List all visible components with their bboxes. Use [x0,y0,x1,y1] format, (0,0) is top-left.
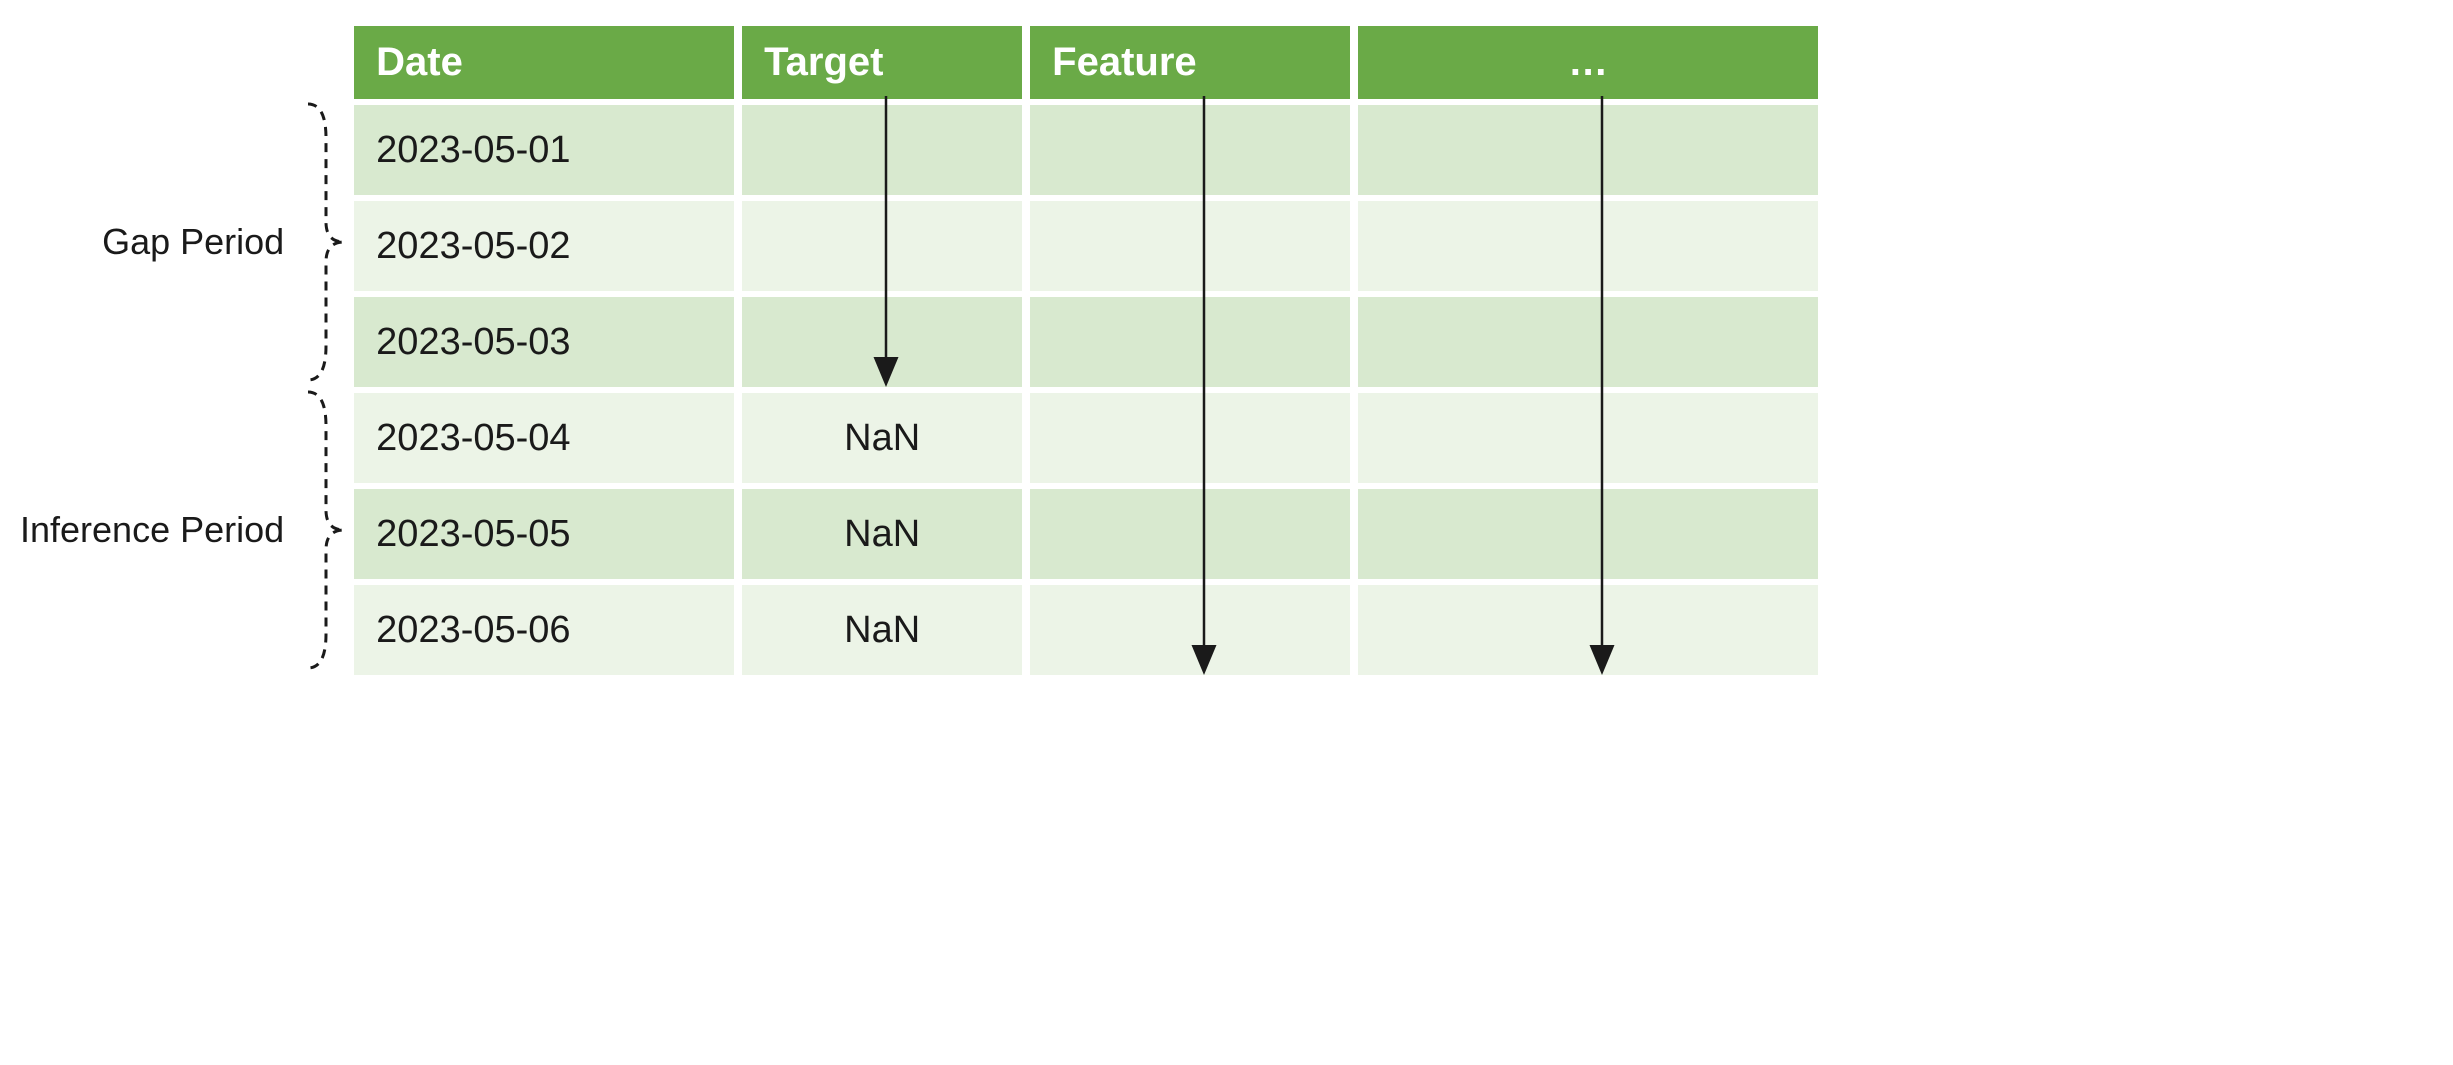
period-labels: Gap Period Inference Period [20,20,346,674]
timeseries-diagram: Gap Period Inference Period Date Target … [20,20,2433,681]
brace-icon [296,386,346,674]
cell-ellipsis [1358,105,1818,195]
col-header-date: Date [354,26,734,99]
cell-date: 2023-05-05 [354,489,734,579]
table-row: 2023-05-04 NaN [354,393,1818,483]
table-row: 2023-05-01 [354,105,1818,195]
cell-feature [1030,297,1350,387]
cell-date: 2023-05-02 [354,201,734,291]
cell-target: NaN [742,585,1022,675]
table-header-row: Date Target Feature … [354,26,1818,99]
cell-target: NaN [742,489,1022,579]
table-row: 2023-05-06 NaN [354,585,1818,675]
cell-target [742,201,1022,291]
col-header-ellipsis: … [1358,26,1818,99]
cell-feature [1030,489,1350,579]
cell-date: 2023-05-03 [354,297,734,387]
data-table: Date Target Feature … 2023-05-01 2023-05… [346,20,1826,681]
cell-target [742,297,1022,387]
table-container: Date Target Feature … 2023-05-01 2023-05… [346,20,1826,681]
cell-date: 2023-05-06 [354,585,734,675]
cell-feature [1030,201,1350,291]
cell-ellipsis [1358,297,1818,387]
col-header-feature: Feature [1030,26,1350,99]
gap-period-label: Gap Period [102,221,296,263]
cell-ellipsis [1358,201,1818,291]
cell-date: 2023-05-01 [354,105,734,195]
brace-icon [296,98,346,386]
cell-ellipsis [1358,393,1818,483]
cell-ellipsis [1358,585,1818,675]
cell-feature [1030,393,1350,483]
cell-target [742,105,1022,195]
cell-feature [1030,105,1350,195]
inference-period-label: Inference Period [20,509,296,551]
table-row: 2023-05-05 NaN [354,489,1818,579]
table-row: 2023-05-02 [354,201,1818,291]
table-row: 2023-05-03 [354,297,1818,387]
cell-feature [1030,585,1350,675]
cell-ellipsis [1358,489,1818,579]
col-header-target: Target [742,26,1022,99]
gap-period-label-row: Gap Period [20,98,346,386]
cell-target: NaN [742,393,1022,483]
inference-period-label-row: Inference Period [20,386,346,674]
cell-date: 2023-05-04 [354,393,734,483]
